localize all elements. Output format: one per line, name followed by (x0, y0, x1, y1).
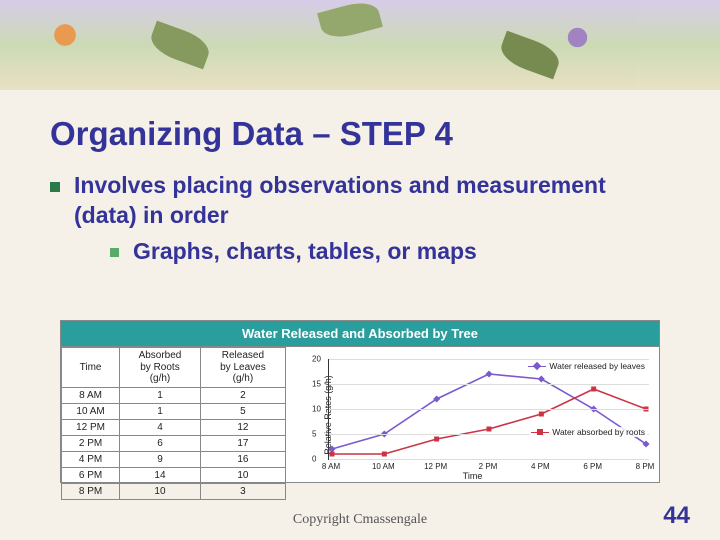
table-cell: 8 AM (62, 387, 120, 403)
data-figure: Water Released and Absorbed by Tree Time… (60, 320, 660, 483)
chart-xtick: 8 AM (322, 462, 340, 471)
chart-ytick: 15 (312, 380, 321, 389)
figure-title: Water Released and Absorbed by Tree (61, 321, 659, 347)
chart-xlabel: Time (463, 471, 483, 481)
bullet-main: Involves placing observations and measur… (50, 171, 670, 231)
table-header: Absorbedby Roots (g/h) (120, 348, 201, 388)
chart-plot-area: Water released by leaves Water absorbed b… (328, 359, 649, 460)
bullet-main-text: Involves placing observations and measur… (74, 171, 670, 231)
table-cell: 14 (120, 467, 201, 483)
chart-legend-item: Water released by leaves (526, 361, 647, 371)
chart-ytick: 5 (312, 430, 316, 439)
table-cell: 12 PM (62, 419, 120, 435)
bullet-sub-text: Graphs, charts, tables, or maps (133, 237, 670, 267)
chart-ytick: 10 (312, 405, 321, 414)
page-number: 44 (663, 502, 690, 530)
table-row: 8 PM103 (62, 483, 286, 499)
decorative-banner (0, 0, 720, 90)
table-cell: 6 PM (62, 467, 120, 483)
table-cell: 2 (200, 387, 285, 403)
leaf-decoration (147, 21, 214, 70)
diamond-marker-icon (528, 362, 546, 370)
table-cell: 10 AM (62, 403, 120, 419)
table-row: 4 PM916 (62, 451, 286, 467)
table-cell: 17 (200, 435, 285, 451)
table-row: 12 PM412 (62, 419, 286, 435)
chart-ytick: 0 (312, 455, 316, 464)
legend-label: Water released by leaves (549, 361, 645, 371)
chart-ytick: 20 (312, 355, 321, 364)
bullet-icon (110, 248, 119, 257)
leaf-decoration (497, 31, 564, 80)
bullet-icon (50, 182, 60, 192)
table-cell: 16 (200, 451, 285, 467)
table-header: Time (62, 348, 120, 388)
table-cell: 10 (200, 467, 285, 483)
table-cell: 6 (120, 435, 201, 451)
line-chart: Relative Rates (g/h) Time Water released… (286, 347, 659, 482)
legend-label: Water absorbed by roots (552, 427, 645, 437)
table-cell: 9 (120, 451, 201, 467)
table-header: Releasedby Leaves (g/h) (200, 348, 285, 388)
chart-xtick: 2 PM (479, 462, 498, 471)
figure-body: TimeAbsorbedby Roots (g/h)Releasedby Lea… (61, 347, 659, 482)
table-cell: 1 (120, 387, 201, 403)
table-cell: 3 (200, 483, 285, 499)
table-cell: 12 (200, 419, 285, 435)
bullet-sub: Graphs, charts, tables, or maps (110, 237, 670, 267)
slide-content: Organizing Data – STEP 4 Involves placin… (50, 115, 670, 273)
slide-title: Organizing Data – STEP 4 (50, 115, 670, 153)
table-row: 8 AM12 (62, 387, 286, 403)
data-table: TimeAbsorbedby Roots (g/h)Releasedby Lea… (61, 347, 286, 500)
square-marker-icon (531, 428, 549, 436)
chart-xtick: 12 PM (424, 462, 447, 471)
chart-xtick: 10 AM (372, 462, 395, 471)
table-cell: 2 PM (62, 435, 120, 451)
leaf-decoration (317, 0, 383, 42)
table-cell: 5 (200, 403, 285, 419)
table-cell: 8 PM (62, 483, 120, 499)
chart-xtick: 4 PM (531, 462, 550, 471)
table-row: 10 AM15 (62, 403, 286, 419)
table-cell: 1 (120, 403, 201, 419)
table-row: 2 PM617 (62, 435, 286, 451)
chart-xtick: 6 PM (583, 462, 602, 471)
chart-xtick: 8 PM (636, 462, 655, 471)
chart-legend-item: Water absorbed by roots (529, 427, 647, 437)
table-cell: 4 (120, 419, 201, 435)
table-cell: 10 (120, 483, 201, 499)
copyright-footer: Copyright Cmassengale (0, 512, 720, 528)
table-cell: 4 PM (62, 451, 120, 467)
table-row: 6 PM1410 (62, 467, 286, 483)
